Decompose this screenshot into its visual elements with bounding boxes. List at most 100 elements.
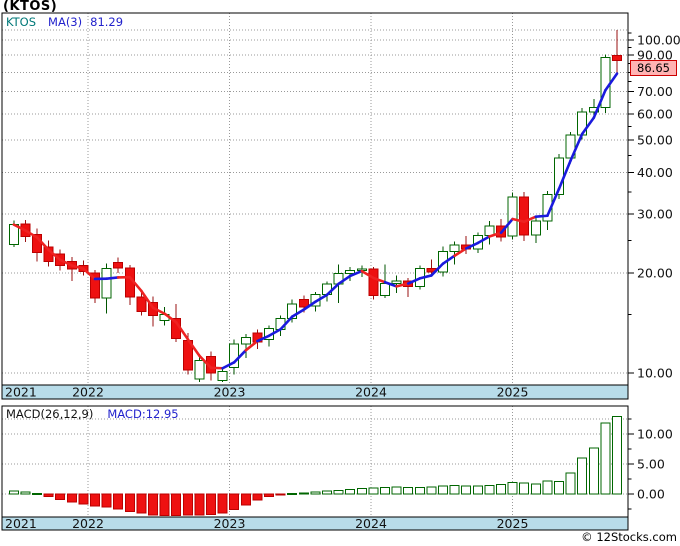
ma-segment [476, 235, 491, 245]
macd-bar-negative [66, 493, 77, 503]
macd-bar-positive [530, 483, 541, 495]
ma-segment [267, 327, 282, 338]
candle-down [113, 261, 124, 269]
ma-segment [232, 348, 248, 364]
macd-bar-positive [519, 482, 530, 495]
candle-up [345, 270, 356, 274]
ma-segment [592, 88, 607, 120]
ma-segment [569, 132, 584, 162]
year-label: 2022 [72, 516, 104, 531]
candle-up [194, 360, 205, 380]
year-label: 2023 [214, 385, 246, 400]
macd-params-label: MACD(26,12,9) [6, 407, 94, 421]
macd-xaxis-band [1, 516, 629, 531]
ma-segment [105, 276, 120, 280]
macd-bar-negative [43, 493, 54, 497]
ma-segment [337, 274, 352, 286]
macd-bar-positive [32, 492, 42, 496]
macd-bar-negative [194, 493, 205, 516]
macd-bar-positive [368, 487, 379, 495]
price-axis-label: 100.00 [637, 33, 680, 48]
ma-segment [151, 306, 166, 316]
macd-axis-label: 0.00 [637, 487, 665, 502]
macd-bar-negative [171, 493, 182, 517]
ma-segment [499, 217, 514, 235]
ma-segment [35, 236, 50, 252]
ma-segment [70, 264, 85, 271]
ma-segment [488, 231, 503, 238]
ma-segment [256, 334, 271, 343]
macd-bar-negative [148, 493, 158, 516]
macd-bar-positive [356, 488, 367, 495]
macd-bar-positive [8, 490, 19, 495]
ma-segment [279, 315, 294, 331]
ma-segment [140, 289, 155, 310]
price-axis-label: 10.00 [637, 366, 673, 381]
ma-segment [163, 312, 178, 324]
year-label: 2024 [355, 385, 387, 400]
price-axis-label: 30.00 [637, 207, 673, 222]
ma-segment [522, 215, 538, 224]
chart-title: (KTOS) [3, 0, 58, 14]
year-label: 2024 [355, 516, 387, 531]
ma-segment [244, 339, 259, 352]
price-axis-label: 70.00 [637, 84, 673, 99]
year-labels: 2021 2022 2023 2024 2025 2021 2022 2023 2024 2025 [5, 385, 528, 532]
price-axis-label: 40.00 [637, 165, 673, 180]
macd-bar-positive [380, 486, 390, 495]
legend-symbol: KTOS [6, 15, 37, 29]
price-axis-label: 60.00 [637, 106, 673, 121]
candle-up [380, 282, 390, 296]
ma-segment [557, 159, 572, 191]
macd-bar-negative [240, 493, 251, 506]
macd-bar-negative [78, 493, 89, 505]
macd-bar-positive [310, 491, 321, 495]
macd-bar-positive [414, 486, 425, 495]
candle-down [519, 196, 530, 236]
macd-bar-negative [252, 493, 263, 501]
candle-up [240, 336, 251, 345]
macd-bar-negative [113, 493, 124, 510]
candle-up [449, 244, 460, 252]
ma-segment [360, 269, 375, 280]
ma-segment [372, 276, 387, 284]
macd-bar-negative [90, 493, 100, 507]
macd-bar-positive [449, 485, 460, 495]
ma-segment [58, 258, 74, 267]
ma-segment [511, 217, 526, 224]
macd-bar-positive [507, 482, 518, 495]
ma-segment [290, 308, 306, 318]
candle-up [507, 196, 518, 237]
ma-segment [534, 214, 549, 219]
macd-bar-positive [542, 480, 553, 495]
legend-ma-label: MA(3) [48, 15, 83, 29]
macd-bar-positive [577, 457, 588, 495]
macd-bar-negative [229, 493, 240, 511]
macd-bar-positive [20, 491, 31, 495]
macd-bar-negative [55, 493, 66, 500]
ma-segment [82, 267, 97, 281]
ma-segment [604, 72, 619, 92]
macd-bar-negative [124, 493, 135, 512]
ma-segment [174, 320, 190, 341]
year-label: 2021 [5, 516, 37, 531]
macd-axis-label: 5.00 [637, 457, 665, 472]
candle-up [484, 225, 495, 236]
macd-bar-negative [136, 493, 147, 514]
ma-segment [418, 274, 433, 280]
candle-down [368, 268, 379, 296]
ma-segment [464, 241, 480, 250]
year-label: 2022 [72, 385, 104, 400]
ma-segment [314, 293, 329, 304]
year-label: 2025 [497, 516, 529, 531]
ma-segment [186, 337, 201, 358]
macd-value-label: MACD:12.95 [107, 407, 179, 421]
candle-up [530, 220, 541, 236]
macd-bar-positive [287, 492, 298, 496]
candle-up [217, 371, 228, 381]
candle-down [612, 55, 622, 62]
last-price-tag: 86.65 [630, 60, 677, 76]
macd-bar-positive [612, 415, 622, 495]
ma-segment [128, 275, 143, 293]
